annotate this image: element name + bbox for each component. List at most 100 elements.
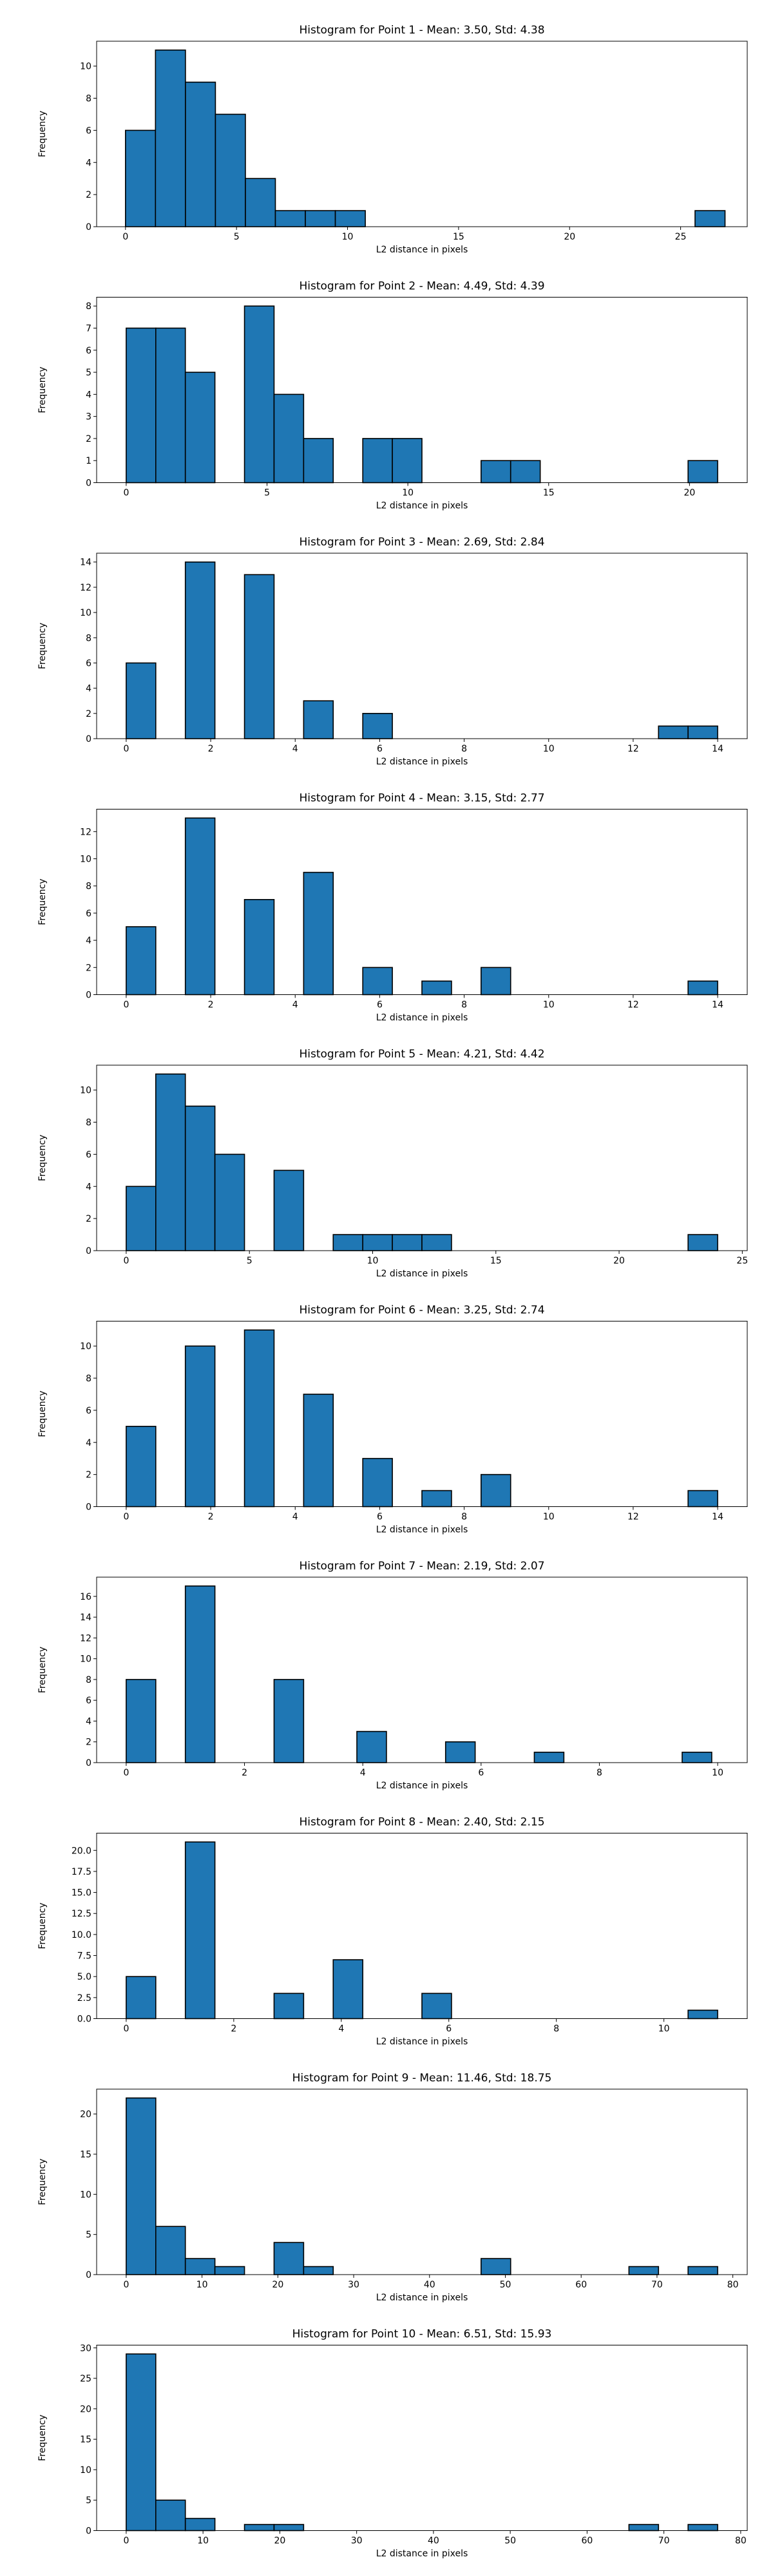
y-tick-label: 6 — [86, 346, 91, 356]
histogram-bar — [362, 1234, 393, 1251]
x-tick-label: 10 — [402, 488, 414, 498]
x-tick-label: 5 — [247, 1256, 253, 1266]
histogram-bar — [273, 393, 305, 484]
y-tick-label: 20 — [80, 2404, 91, 2414]
y-tick-label: 10 — [80, 608, 91, 618]
histogram-bar — [533, 1752, 565, 1763]
histogram-bar — [243, 305, 275, 484]
axes-frame — [96, 297, 748, 483]
axes-frame — [96, 1577, 748, 1763]
y-axis-label: Frequency — [37, 111, 48, 157]
x-axis-label: L2 distance in pixels — [376, 1269, 468, 1279]
x-axis-label: L2 distance in pixels — [376, 2037, 468, 2047]
x-tick-label: 12 — [627, 744, 639, 754]
y-tick-label: 0 — [86, 2526, 91, 2537]
x-tick-label: 2 — [208, 744, 214, 754]
histogram-bar — [155, 49, 186, 227]
x-tick-label: 0 — [123, 1000, 129, 1010]
histogram-bar — [155, 1073, 186, 1251]
y-tick-label: 2 — [86, 190, 91, 200]
histogram-bar — [303, 700, 334, 739]
y-tick-label: 4 — [86, 684, 91, 694]
x-tick-label: 6 — [377, 1000, 383, 1010]
histogram-bar — [155, 2226, 186, 2275]
histogram-bar — [687, 2524, 718, 2532]
x-tick-label: 6 — [377, 744, 383, 754]
histogram-bar — [243, 1329, 275, 1508]
y-tick-label: 15 — [80, 2150, 91, 2160]
y-tick-label: 4 — [86, 1438, 91, 1448]
x-tick-label: 10 — [658, 2024, 670, 2034]
y-tick-label: 6 — [86, 1150, 91, 1160]
x-tick-label: 40 — [424, 2280, 435, 2290]
y-tick-label: 6 — [86, 909, 91, 919]
histogram-4: Histogram for Point 4 - Mean: 3.15, Std:… — [37, 792, 748, 1023]
axes-frame — [96, 1833, 748, 2019]
y-tick-label: 25 — [80, 2374, 91, 2384]
x-tick-label: 12 — [627, 1512, 639, 1522]
y-tick-label: 3 — [86, 412, 91, 422]
histogram-bar — [481, 967, 511, 996]
x-tick-label: 0 — [123, 2024, 129, 2034]
y-tick-label: 16 — [80, 1592, 91, 1602]
y-tick-label: 8 — [86, 94, 91, 104]
y-tick-label: 15.0 — [72, 1888, 91, 1899]
x-tick-label: 80 — [735, 2536, 747, 2546]
histogram-bar — [184, 372, 216, 484]
x-tick-label: 8 — [461, 1000, 467, 1010]
y-tick-label: 0 — [86, 1246, 91, 1256]
y-tick-label: 12 — [80, 583, 91, 593]
histogram-bar — [421, 1490, 452, 1508]
x-tick-label: 60 — [575, 2280, 587, 2290]
y-tick-label: 7 — [86, 324, 91, 334]
x-tick-label: 20 — [683, 488, 695, 498]
histogram-bar — [481, 2258, 511, 2275]
y-tick-label: 4 — [86, 1182, 91, 1192]
x-tick-label: 0 — [123, 488, 129, 498]
histogram-9: Histogram for Point 9 - Mean: 11.46, Std… — [37, 2072, 748, 2303]
histogram-1: Histogram for Point 1 - Mean: 3.50, Std:… — [37, 24, 748, 255]
y-tick-label: 6 — [86, 126, 91, 136]
x-tick-label: 14 — [712, 744, 723, 754]
x-tick-label: 6 — [377, 1512, 383, 1522]
histogram-bar — [687, 2266, 718, 2275]
histogram-bar — [392, 438, 423, 484]
histogram-bar — [126, 1426, 157, 1508]
y-tick-label: 6 — [86, 1696, 91, 1706]
y-tick-label: 12.5 — [72, 1909, 91, 1919]
y-tick-label: 2 — [86, 1738, 91, 1748]
histogram-bar — [214, 2266, 245, 2275]
chart-title: Histogram for Point 9 - Mean: 11.46, Std… — [292, 2072, 552, 2085]
y-axis-label: Frequency — [37, 878, 48, 925]
y-tick-label: 5.0 — [77, 1972, 91, 1982]
histogram-bar — [628, 2266, 660, 2275]
y-tick-label: 6 — [86, 658, 91, 668]
y-tick-label: 15 — [80, 2435, 91, 2445]
histogram-bar — [481, 460, 511, 484]
x-tick-label: 14 — [712, 1000, 723, 1010]
histogram-3: Histogram for Point 3 - Mean: 2.69, Std:… — [37, 536, 748, 767]
histogram-bar — [155, 2499, 186, 2532]
histogram-bar — [510, 460, 541, 484]
y-tick-label: 2 — [86, 434, 91, 444]
axes-frame — [96, 553, 748, 739]
chart-title: Histogram for Point 1 - Mean: 3.50, Std:… — [299, 24, 544, 37]
y-tick-label: 5 — [86, 368, 91, 378]
y-axis-label: Frequency — [37, 1390, 48, 1437]
histogram-bar — [305, 210, 336, 227]
histogram-bar — [687, 2009, 718, 2020]
histogram-bar — [421, 1993, 452, 2020]
x-tick-label: 8 — [553, 2024, 559, 2034]
histogram-bar — [334, 210, 366, 227]
y-tick-label: 2 — [86, 709, 91, 719]
y-axis-label: Frequency — [37, 2414, 48, 2461]
histogram-bar — [184, 2258, 216, 2275]
histogram-bar — [362, 438, 393, 484]
histogram-bar — [303, 1394, 334, 1508]
histogram-bar — [184, 1105, 216, 1251]
x-tick-label: 5 — [234, 232, 240, 242]
histogram-bar — [687, 980, 718, 996]
x-tick-label: 4 — [360, 1768, 366, 1778]
x-tick-label: 0 — [123, 744, 129, 754]
